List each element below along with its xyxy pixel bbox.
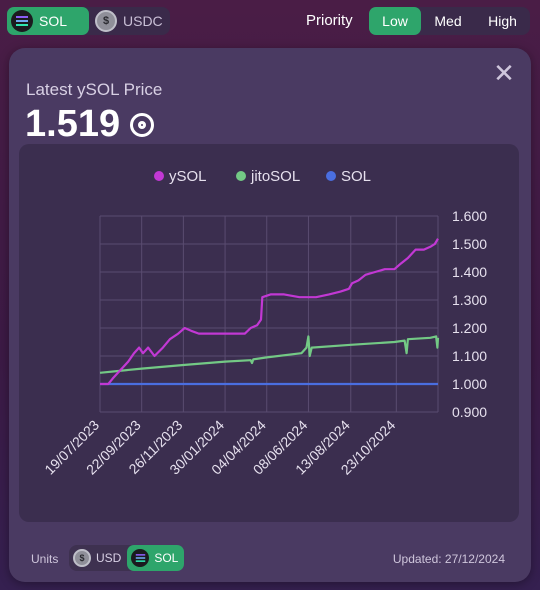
usd-coin-icon: $ <box>95 10 117 32</box>
units-toggle: $ USD SOL <box>69 545 185 571</box>
units-option-label: SOL <box>154 551 179 565</box>
price-chart: 0.900 1.000 1.100 1.200 1.300 1.400 1.500 1.600… <box>41 168 487 478</box>
series-line-jitosol <box>99 335 440 374</box>
series-line-ysol <box>100 238 439 386</box>
chart-container: 0.900 1.000 1.100 1.200 1.300 1.400 1.500 1.600… <box>19 144 519 522</box>
sol-ring-icon <box>130 112 155 137</box>
units-option-usd[interactable]: $ USD <box>69 545 127 571</box>
token-toggle: SOL $ USDC <box>7 7 170 35</box>
legend-marker <box>154 171 164 181</box>
legend-label: ySOL <box>169 168 207 185</box>
latest-price: 1.519 <box>25 103 155 146</box>
priority-low-label: Low <box>382 13 408 29</box>
units-option-label: USD <box>96 551 122 565</box>
price-value: 1.519 <box>25 103 121 145</box>
legend-marker <box>326 171 336 181</box>
priority-med-label: Med <box>434 13 462 29</box>
priority-high[interactable]: High <box>475 7 530 35</box>
close-icon[interactable]: ✕ <box>493 58 515 88</box>
solana-icon <box>131 549 150 567</box>
y-tick-label: 1.600 <box>452 208 487 224</box>
priority-toggle: Low Med High <box>369 7 530 35</box>
y-tick-label: 1.300 <box>452 292 487 308</box>
token-option-usdc[interactable]: $ USDC <box>89 7 169 35</box>
solana-icon <box>11 10 33 32</box>
price-card: ✕ Latest ySOL Price 1.519 0.900 1.000 1.10… <box>9 48 531 582</box>
usd-coin-icon: $ <box>73 549 91 567</box>
priority-med[interactable]: Med <box>421 7 475 35</box>
top-bar: SOL $ USDC Priority Low Med High <box>0 0 540 44</box>
y-tick-label: 1.200 <box>452 320 487 336</box>
legend-label: SOL <box>341 168 371 185</box>
units-label: Units <box>31 552 59 566</box>
priority-label: Priority <box>306 12 353 29</box>
token-option-label: USDC <box>123 13 163 29</box>
legend-marker <box>236 171 246 181</box>
y-tick-label: 1.500 <box>452 236 487 252</box>
token-option-label: SOL <box>39 13 68 29</box>
y-tick-label: 0.900 <box>452 404 487 420</box>
units-option-sol[interactable]: SOL <box>127 545 185 571</box>
y-tick-label: 1.000 <box>452 376 487 392</box>
updated-timestamp: Updated: 27/12/2024 <box>392 552 505 566</box>
card-footer: Units $ USD SOL Updated: 27/12/2024 <box>9 538 531 571</box>
y-tick-label: 1.400 <box>452 264 487 280</box>
legend-label: jitoSOL <box>250 168 300 185</box>
priority-high-label: High <box>488 13 517 29</box>
priority-low[interactable]: Low <box>369 7 421 35</box>
token-option-sol[interactable]: SOL <box>7 7 89 35</box>
card-title: Latest ySOL Price <box>26 80 163 99</box>
y-tick-label: 1.100 <box>452 348 487 364</box>
